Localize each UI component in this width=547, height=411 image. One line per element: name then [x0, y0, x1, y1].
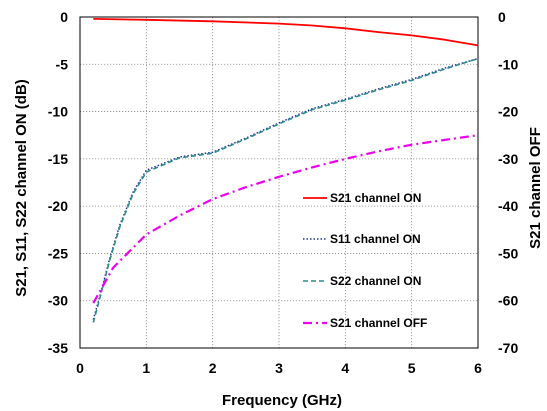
left-y-tick-label: -15	[48, 151, 68, 167]
legend-label: S11 channel ON	[330, 232, 421, 246]
x-tick-label: 0	[76, 360, 84, 376]
x-tick-label: 2	[209, 360, 217, 376]
right-y-tick-label: -10	[498, 56, 518, 72]
right-y-axis-title: S21 channel OFF	[527, 127, 544, 249]
left-y-tick-label: -25	[48, 245, 68, 261]
left-y-tick-label: -5	[56, 56, 69, 72]
left-y-tick-label: -20	[48, 198, 68, 214]
right-y-tick-label: 0	[498, 9, 506, 25]
right-y-tick-label: -40	[498, 198, 518, 214]
right-y-tick-label: -50	[498, 245, 518, 261]
x-tick-label: 5	[408, 360, 416, 376]
right-y-tick-label: -60	[498, 293, 518, 309]
right-y-tick-label: -30	[498, 151, 518, 167]
series-line	[92, 134, 479, 304]
tick-labels: 0 1 2 3 4 5 6 0 -5 -10 -15 -20 -25 -30 -35 0 -10 -20 -30 -4…	[48, 9, 519, 376]
legend-label: S22 channel ON	[330, 274, 421, 288]
series-line	[93, 18, 479, 47]
x-tick-label: 4	[341, 360, 349, 376]
x-axis-title: Frequency (GHz)	[222, 392, 342, 409]
left-y-tick-label: -35	[48, 340, 68, 356]
right-y-tick-label: -70	[498, 340, 518, 356]
series-line	[92, 57, 479, 323]
left-y-tick-label: -10	[48, 104, 68, 120]
series-layer	[92, 18, 479, 323]
left-y-tick-label: -30	[48, 293, 68, 309]
x-tick-label: 1	[142, 360, 150, 376]
legend: S21 channel ON S11 channel ON S22 channel …	[303, 191, 427, 330]
left-y-tick-label: 0	[60, 9, 68, 25]
x-tick-label: 6	[474, 360, 482, 376]
x-tick-label: 3	[275, 360, 283, 376]
legend-label: S21 channel OFF	[330, 316, 427, 330]
right-y-tick-label: -20	[498, 104, 518, 120]
grid	[80, 17, 478, 348]
legend-label: S21 channel ON	[330, 191, 421, 205]
plot-frame	[79, 16, 479, 349]
left-y-axis-title: S21, S11, S22 channel ON (dB)	[13, 79, 30, 297]
